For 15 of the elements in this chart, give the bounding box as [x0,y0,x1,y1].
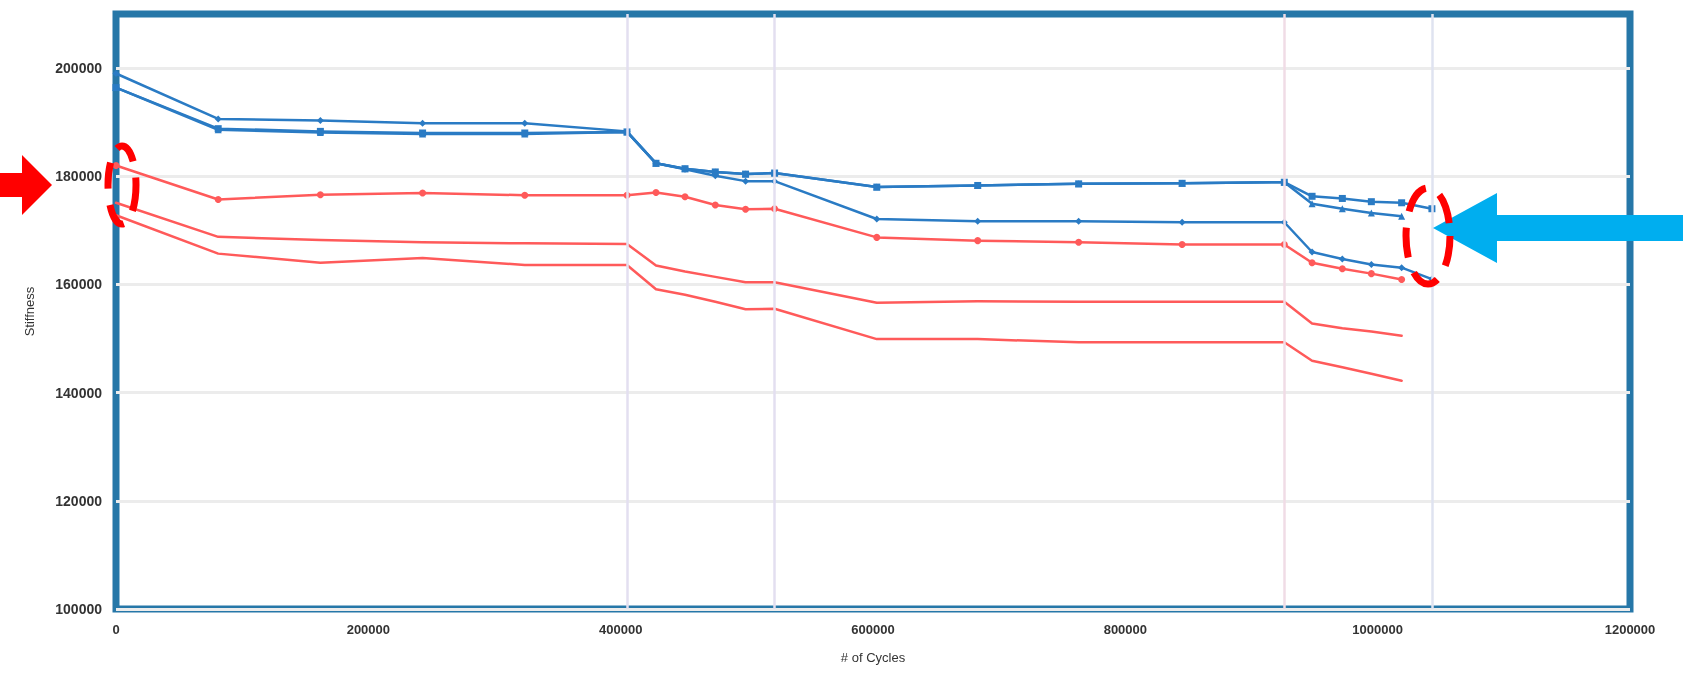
y-tick-label: 180000 [55,168,103,185]
x-tick-label: 1000000 [1352,622,1403,637]
x-tick-label: 600000 [851,622,895,637]
y-tick-label: 200000 [55,60,103,77]
y-tick-label: 160000 [55,276,103,293]
y-axis-title: Stiffness [22,286,37,337]
x-tick-label: 0 [112,622,120,637]
x-tick-label: 400000 [598,622,643,637]
x-tick-label: 1200000 [1604,622,1656,637]
y-tick-label: 140000 [55,384,103,401]
x-tick-label: 800000 [1103,622,1148,637]
y-tick-label: 120000 [55,492,103,509]
y-tick-label: 100000 [55,601,103,617]
x-tick-label: 200000 [346,622,391,637]
x-axis-title: # of Cycles [840,650,906,665]
